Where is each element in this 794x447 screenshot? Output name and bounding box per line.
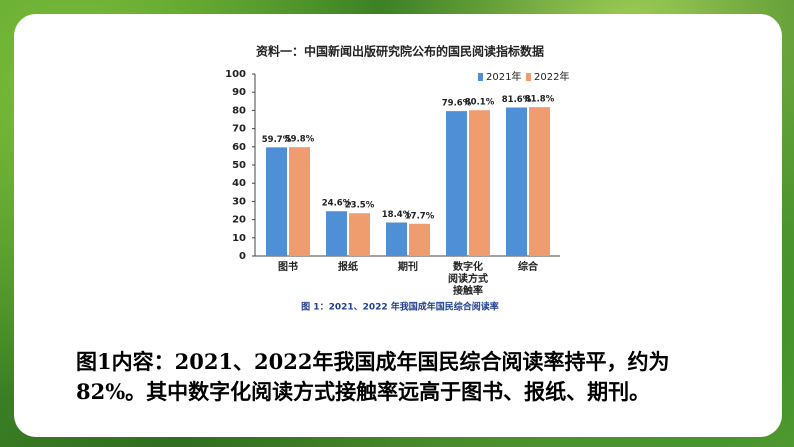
legend-label: 2021年 [486,70,521,83]
value-label: 23.5% [345,201,375,211]
y-tick-label: 30 [232,196,246,207]
x-tick-label: 综合 [518,262,538,273]
legend-label: 2022年 [534,70,569,83]
x-tick-label: 期刊 [398,262,418,273]
body-text: 82%。其中数字化阅读方式接触率远高于图书、报纸、期刊。 [76,379,651,404]
y-tick-label: 90 [232,87,246,98]
bar [266,147,287,256]
bar [289,147,310,256]
y-tick-label: 70 [232,124,246,135]
legend-swatch [478,73,483,81]
value-label: 81.6% [502,95,532,105]
chart-caption: 图 1：2021、2022 年我国成年国民综合阅读率 [301,301,499,313]
y-tick-label: 50 [232,160,246,171]
chart-title: 资料一：中国新闻出版研究院公布的国民阅读指标数据 [256,44,544,59]
body-text: 图1内容：2021、2022年我国成年国民综合阅读率持平，约为 [76,349,670,374]
x-tick-label: 数字化 阅读方式 接触率 [448,262,488,297]
value-label: 81.8% [525,95,555,105]
y-tick-label: 0 [239,251,246,262]
x-tick-label: 报纸 [338,262,358,273]
value-label: 17.7% [405,211,435,221]
y-tick-label: 100 [225,69,246,80]
value-label: 59.7% [262,135,292,145]
bar [409,223,430,256]
value-label: 80.1% [465,98,495,108]
value-label: 24.6% [322,199,352,209]
legend-swatch [526,73,531,81]
y-tick-label: 10 [232,233,246,244]
bar [469,110,490,256]
bar [529,107,550,257]
bar [446,111,467,257]
value-label: 79.6% [442,99,472,109]
y-tick-label: 60 [232,142,246,153]
bar [349,213,370,256]
y-tick-label: 80 [232,105,246,116]
bar [326,211,347,256]
y-tick-label: 40 [232,178,246,189]
value-label: 18.4% [382,210,412,220]
value-label: 59.8% [285,135,315,145]
bar [386,222,407,256]
y-tick-label: 20 [232,215,246,226]
x-tick-label: 图书 [278,262,298,273]
bar [506,107,527,256]
